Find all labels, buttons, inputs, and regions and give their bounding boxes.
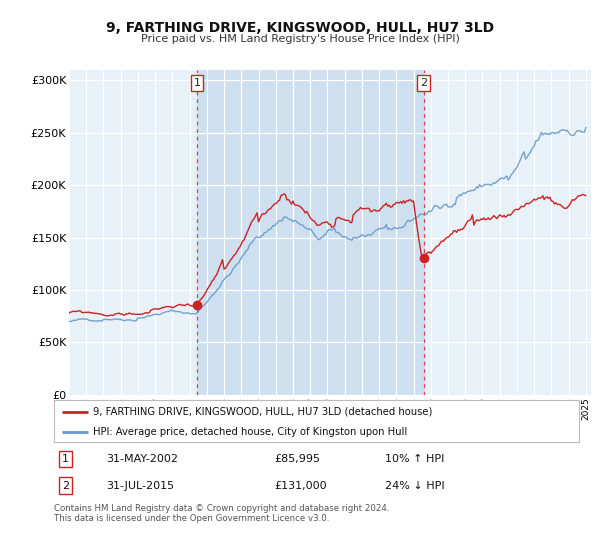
Text: 1: 1 bbox=[193, 78, 200, 88]
Text: 31-JUL-2015: 31-JUL-2015 bbox=[107, 480, 175, 491]
Text: 9, FARTHING DRIVE, KINGSWOOD, HULL, HU7 3LD (detached house): 9, FARTHING DRIVE, KINGSWOOD, HULL, HU7 … bbox=[94, 407, 433, 417]
Text: 9, FARTHING DRIVE, KINGSWOOD, HULL, HU7 3LD: 9, FARTHING DRIVE, KINGSWOOD, HULL, HU7 … bbox=[106, 21, 494, 35]
Text: 2: 2 bbox=[420, 78, 427, 88]
Text: £131,000: £131,000 bbox=[275, 480, 327, 491]
Text: Contains HM Land Registry data © Crown copyright and database right 2024.: Contains HM Land Registry data © Crown c… bbox=[54, 504, 389, 513]
Text: 2: 2 bbox=[62, 480, 69, 491]
Text: HPI: Average price, detached house, City of Kingston upon Hull: HPI: Average price, detached house, City… bbox=[94, 427, 407, 437]
Text: 31-MAY-2002: 31-MAY-2002 bbox=[107, 454, 179, 464]
Text: £85,995: £85,995 bbox=[275, 454, 320, 464]
Text: 1: 1 bbox=[62, 454, 69, 464]
Bar bbox=[197, 70, 424, 395]
Text: 10% ↑ HPI: 10% ↑ HPI bbox=[385, 454, 444, 464]
Text: 24% ↓ HPI: 24% ↓ HPI bbox=[385, 480, 445, 491]
Text: This data is licensed under the Open Government Licence v3.0.: This data is licensed under the Open Gov… bbox=[54, 514, 329, 523]
Text: Price paid vs. HM Land Registry's House Price Index (HPI): Price paid vs. HM Land Registry's House … bbox=[140, 34, 460, 44]
